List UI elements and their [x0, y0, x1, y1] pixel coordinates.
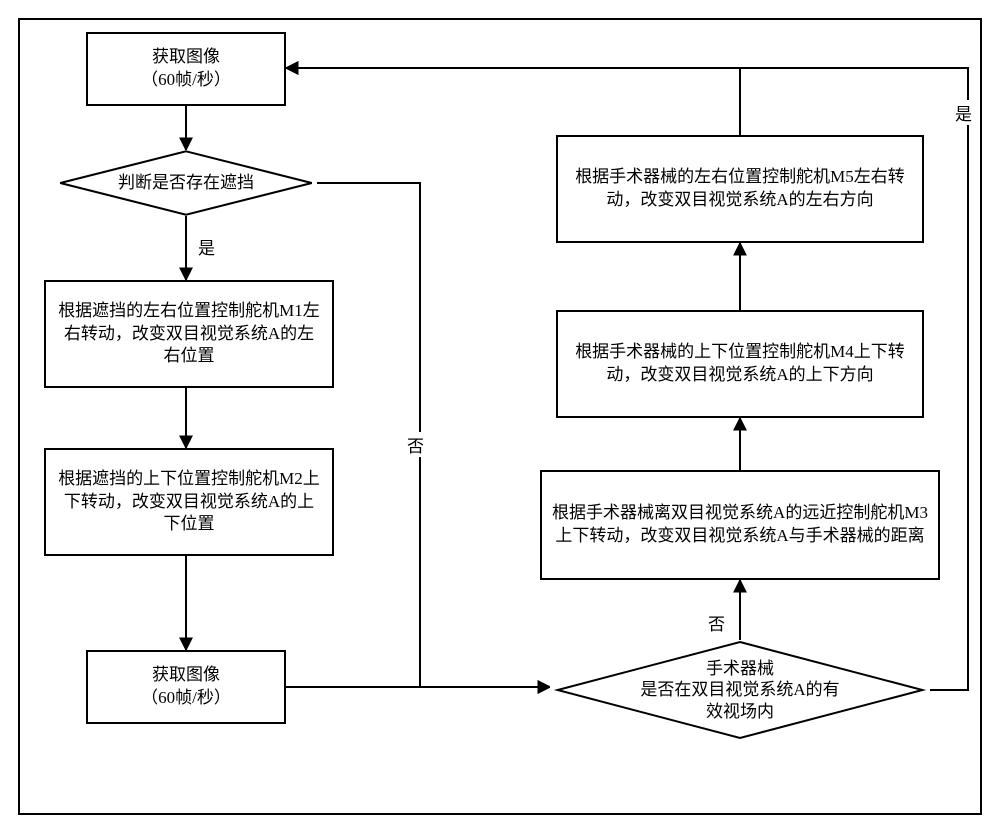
edge-label-no-1: 否	[405, 432, 426, 457]
node-label: 获取图像（60帧/秒）	[141, 46, 231, 92]
node-label: 根据手术器械的上下位置控制舵机M4上下转动，改变双目视觉系统A的上下方向	[568, 341, 912, 387]
node-m3-distance: 根据手术器械离双目视觉系统A的远近控制舵机M3上下转动，改变双目视觉系统A与手术…	[540, 470, 940, 580]
node-label: 根据遮挡的左右位置控制舵机M1左右转动，改变双目视觉系统A的左右位置	[56, 300, 322, 369]
node-label: 根据手术器械的左右位置控制舵机M5左右转动，改变双目视觉系统A的左右方向	[568, 166, 912, 212]
edge-label-no-2: 否	[706, 610, 727, 635]
node-decision-fov: 手术器械是否在双目视觉系统A的有效视场内	[550, 640, 930, 740]
node-label: 获取图像（60帧/秒）	[141, 664, 231, 710]
edge-label-yes-1: 是	[196, 234, 217, 259]
node-label: 根据手术器械离双目视觉系统A的远近控制舵机M3上下转动，改变双目视觉系统A与手术…	[552, 502, 928, 548]
edge-label-yes-top: 是	[953, 100, 974, 125]
node-m2-up-down: 根据遮挡的上下位置控制舵机M2上下转动，改变双目视觉系统A的上下位置	[44, 448, 334, 556]
node-acquire-image-1: 获取图像（60帧/秒）	[86, 32, 286, 106]
node-label: 根据遮挡的上下位置控制舵机M2上下转动，改变双目视觉系统A的上下位置	[56, 468, 322, 537]
node-label: 手术器械是否在双目视觉系统A的有效视场内	[640, 658, 839, 722]
node-m1-left-right: 根据遮挡的左右位置控制舵机M1左右转动，改变双目视觉系统A的左右位置	[44, 280, 334, 388]
node-decision-occlusion: 判断是否存在遮挡	[55, 150, 317, 216]
node-m5-left-right: 根据手术器械的左右位置控制舵机M5左右转动，改变双目视觉系统A的左右方向	[556, 135, 924, 243]
node-label: 判断是否存在遮挡	[118, 172, 254, 193]
node-acquire-image-2: 获取图像（60帧/秒）	[86, 650, 286, 724]
node-m4-up-down: 根据手术器械的上下位置控制舵机M4上下转动，改变双目视觉系统A的上下方向	[556, 310, 924, 418]
